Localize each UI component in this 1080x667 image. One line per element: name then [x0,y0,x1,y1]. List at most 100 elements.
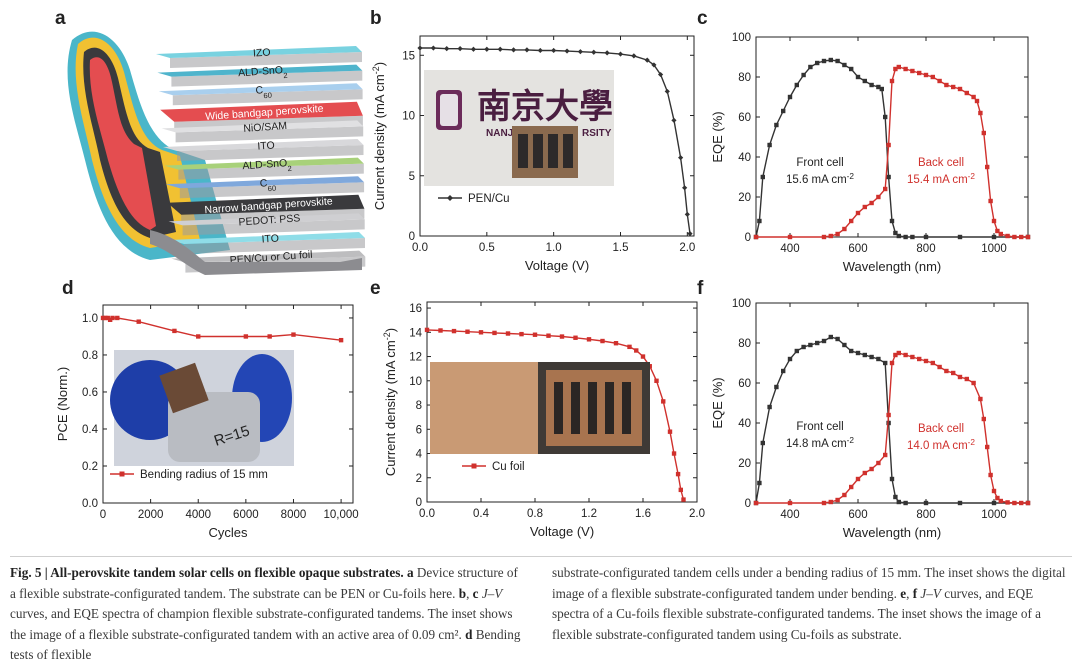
caption-run: curves, and EQE spectra of champion flex… [10,606,513,642]
data-point [903,500,908,506]
data-point [978,110,983,116]
caption-run: d [465,626,473,642]
data-point [893,352,898,358]
data-point [971,380,976,386]
x-tick-label: 0.0 [412,242,428,254]
device-electrode [563,134,573,168]
data-point [923,234,929,240]
x-tick-label: 0.8 [527,508,543,520]
data-point [944,82,949,88]
stack-layer-side [179,182,365,199]
data-point [923,500,929,506]
caption-run: J–V [481,585,503,601]
panel-letter-d: d [62,278,74,299]
stack-layer-4 [160,101,363,122]
caption-run: c [472,585,479,601]
data-point [828,334,833,340]
data-point [767,142,772,148]
data-point [828,233,833,239]
x-tick-label: 1000 [981,243,1007,255]
data-point [910,68,915,74]
y-axis-label: PCE (Norm.) [55,367,70,441]
data-point [923,72,929,78]
data-point [995,228,1000,234]
y-tick-label: 20 [738,192,751,204]
data-point [613,341,619,346]
data-point [478,330,484,335]
device-electrode [554,382,563,434]
data-point [978,396,983,402]
data-point [1012,500,1017,506]
data-point [438,328,443,333]
data-point [981,130,986,136]
x-axis-label: Wavelength (nm) [843,259,942,274]
data-point [532,332,538,337]
data-point [681,497,686,502]
data-point [604,50,610,56]
back-cell-label: Back cell [918,157,964,169]
x-tick-label: 0.0 [419,508,435,520]
series-line-1 [756,66,1028,238]
university-name-chinese: 南京大學 [477,88,613,126]
data-point [964,90,969,96]
data-point [991,488,997,494]
data-point [957,500,963,506]
device-electrode [622,382,631,434]
legend-marker [119,471,125,477]
data-point [757,480,762,486]
data-point [787,94,793,100]
caption-run: Device structure of a flexible substrate… [10,565,518,601]
data-point [115,315,120,321]
data-point [451,328,457,334]
data-point [667,429,673,434]
data-point [903,352,908,358]
data-point [291,332,296,337]
data-point [835,58,840,64]
caption-run: a [406,565,414,580]
data-point [862,204,867,210]
caption-run: , [466,585,473,601]
data-point [998,498,1003,504]
data-point [937,78,942,84]
data-point [828,499,833,505]
plot-frame [755,302,1029,504]
stack-layer-label: NiO/SAM [243,120,287,135]
stack-curved-red [89,57,156,230]
data-point [849,66,854,72]
y-tick-label: 0 [416,497,422,509]
data-point [828,57,833,63]
data-point [869,354,874,360]
data-point [1025,500,1031,506]
data-point [855,210,861,216]
stack-layer-label: ALD-SnO2 [238,64,288,83]
data-point [577,49,583,55]
y-tick-label: 0.4 [82,424,99,436]
y-tick-label: 100 [732,32,751,44]
x-tick-label: 1000 [981,509,1007,521]
data-point [600,338,605,344]
data-point [896,64,901,70]
data-point [671,451,677,456]
data-point [524,47,530,53]
data-point [835,336,840,342]
caption-run: f [912,585,918,601]
data-point [842,226,847,232]
y-tick-label: 1.0 [82,313,98,325]
back-cell-current: 14.0 mA cm-2 [907,438,975,453]
data-point [991,234,997,240]
data-point [661,399,666,404]
chart-b-jv-pen-cu: 0.0 0.5 1.0 1.5 2.0 0 5 10 15 Voltage (V) Current … [371,35,695,273]
y-tick-label: 8 [416,400,422,412]
y-tick-label: 0.0 [82,498,98,510]
back-cell-label: Back cell [918,423,964,435]
caption-run: curves, and EQE spectra of a Cu-foils fl… [552,585,1042,642]
data-point [889,218,895,224]
y-tick-label: 0 [745,232,751,244]
data-point [267,334,272,339]
x-axis-label: Wavelength (nm) [843,525,942,540]
data-point [551,47,557,54]
data-point [998,231,1003,237]
data-point [136,319,141,324]
data-point [465,329,470,334]
data-point [417,45,423,51]
